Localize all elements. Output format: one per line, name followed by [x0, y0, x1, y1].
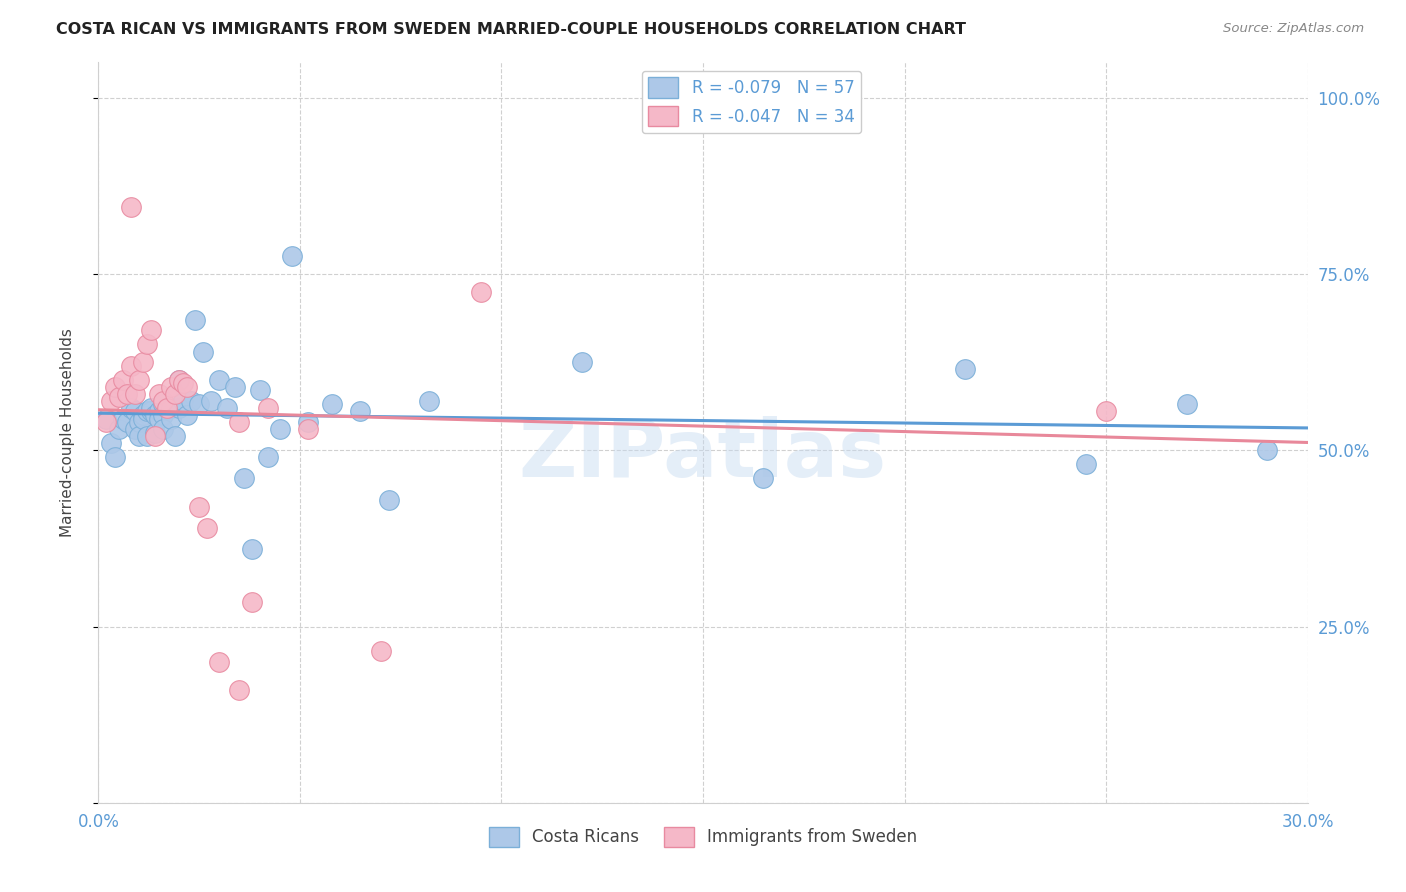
Point	[167, 373, 190, 387]
Point	[156, 401, 179, 415]
Point	[249, 384, 271, 398]
Point	[1175, 397, 1198, 411]
Point	[160, 411, 183, 425]
Text: ZIPatlas: ZIPatlas	[519, 416, 887, 494]
Point	[115, 415, 138, 429]
Point	[167, 373, 190, 387]
Point	[128, 373, 150, 387]
Point	[232, 471, 254, 485]
Point	[96, 415, 118, 429]
Point	[163, 429, 186, 443]
Point	[103, 380, 125, 394]
Point	[135, 429, 157, 443]
Point	[281, 249, 304, 263]
Point	[103, 450, 125, 465]
Point	[321, 397, 343, 411]
Point	[470, 285, 492, 299]
Point	[228, 415, 250, 429]
Point	[128, 429, 150, 443]
Point	[297, 422, 319, 436]
Point	[156, 401, 179, 415]
Y-axis label: Married-couple Households: Married-couple Households	[60, 328, 75, 537]
Point	[111, 373, 134, 387]
Point	[132, 355, 155, 369]
Point	[184, 313, 207, 327]
Point	[120, 359, 142, 373]
Point	[256, 401, 278, 415]
Point	[200, 393, 222, 408]
Point	[160, 401, 183, 415]
Point	[139, 404, 162, 418]
Point	[152, 393, 174, 408]
Point	[160, 380, 183, 394]
Point	[297, 415, 319, 429]
Point	[124, 387, 146, 401]
Point	[120, 401, 142, 415]
Point	[256, 450, 278, 465]
Point	[135, 337, 157, 351]
Point	[1256, 443, 1278, 458]
Point	[152, 408, 174, 422]
Point	[135, 404, 157, 418]
Point	[1095, 404, 1118, 418]
Point	[115, 387, 138, 401]
Point	[208, 655, 231, 669]
Point	[377, 492, 399, 507]
Point	[148, 387, 170, 401]
Point	[100, 436, 122, 450]
Point	[176, 380, 198, 394]
Point	[100, 393, 122, 408]
Point	[188, 397, 211, 411]
Point	[107, 390, 129, 404]
Point	[163, 387, 186, 401]
Point	[152, 397, 174, 411]
Point	[228, 683, 250, 698]
Point	[132, 408, 155, 422]
Point	[124, 422, 146, 436]
Point	[193, 344, 215, 359]
Point	[208, 373, 231, 387]
Point	[240, 595, 263, 609]
Point	[167, 401, 190, 415]
Point	[349, 404, 371, 418]
Point	[139, 323, 162, 337]
Point	[152, 422, 174, 436]
Point	[148, 404, 170, 418]
Point	[143, 425, 166, 440]
Point	[240, 541, 263, 556]
Point	[148, 411, 170, 425]
Point	[120, 200, 142, 214]
Point	[143, 429, 166, 443]
Point	[224, 380, 246, 394]
Point	[124, 404, 146, 418]
Point	[418, 393, 440, 408]
Point	[139, 401, 162, 415]
Point	[188, 500, 211, 514]
Point	[128, 415, 150, 429]
Text: COSTA RICAN VS IMMIGRANTS FROM SWEDEN MARRIED-COUPLE HOUSEHOLDS CORRELATION CHAR: COSTA RICAN VS IMMIGRANTS FROM SWEDEN MA…	[56, 22, 966, 37]
Point	[1074, 458, 1097, 472]
Legend: Costa Ricans, Immigrants from Sweden: Costa Ricans, Immigrants from Sweden	[482, 820, 924, 854]
Text: Source: ZipAtlas.com: Source: ZipAtlas.com	[1223, 22, 1364, 36]
Point	[953, 362, 976, 376]
Point	[132, 411, 155, 425]
Point	[111, 411, 134, 425]
Point	[269, 422, 291, 436]
Point	[180, 393, 202, 408]
Point	[217, 401, 239, 415]
Point	[195, 521, 218, 535]
Point	[176, 408, 198, 422]
Point	[172, 376, 194, 391]
Point	[370, 644, 392, 658]
Point	[711, 112, 734, 126]
Point	[752, 471, 775, 485]
Point	[107, 422, 129, 436]
Point	[96, 411, 118, 425]
Point	[571, 355, 593, 369]
Point	[172, 393, 194, 408]
Point	[143, 408, 166, 422]
